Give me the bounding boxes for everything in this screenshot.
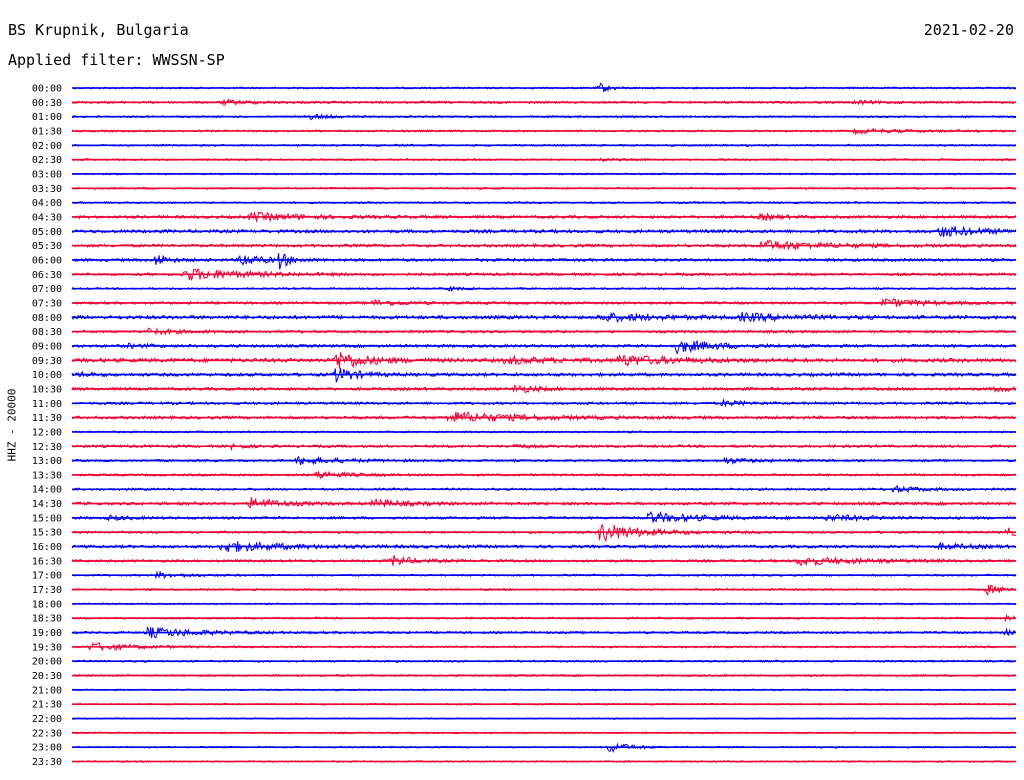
time-label: 16:30 <box>32 556 62 567</box>
time-label: 16:00 <box>32 542 62 553</box>
time-label: 20:00 <box>32 657 62 668</box>
time-label: 18:00 <box>32 599 62 610</box>
time-label: 21:00 <box>32 685 62 696</box>
time-label: 18:30 <box>32 614 62 625</box>
trace-line <box>71 211 1017 223</box>
time-label: 13:00 <box>32 456 62 467</box>
time-label: 00:30 <box>32 98 62 109</box>
time-label: 19:00 <box>32 628 62 639</box>
time-label: 01:00 <box>32 112 62 123</box>
time-label: 06:00 <box>32 255 62 266</box>
time-label: 03:30 <box>32 184 62 195</box>
time-label: 08:00 <box>32 313 62 324</box>
trace-line <box>71 411 1017 423</box>
time-label: 02:30 <box>32 155 62 166</box>
time-label: 22:00 <box>32 714 62 725</box>
time-label: 17:30 <box>32 585 62 596</box>
station-title: BS Krupnik, Bulgaria <box>8 21 189 39</box>
time-label: 05:30 <box>32 241 62 252</box>
time-label: 01:30 <box>32 126 62 137</box>
time-label: 14:00 <box>32 485 62 496</box>
time-label: 14:30 <box>32 499 62 510</box>
trace-line <box>71 497 1017 509</box>
trace-line <box>71 253 1017 270</box>
time-label: 20:30 <box>32 671 62 682</box>
time-label: 02:00 <box>32 141 62 152</box>
trace-line <box>71 339 1017 355</box>
time-label: 00:00 <box>32 84 62 95</box>
time-label: 21:30 <box>32 700 62 711</box>
time-label: 04:00 <box>32 198 62 209</box>
time-label: 06:30 <box>32 270 62 281</box>
time-label: 08:30 <box>32 327 62 338</box>
time-label: 07:00 <box>32 284 62 295</box>
time-label: 11:30 <box>32 413 62 424</box>
filter-label: Applied filter: WWSSN-SP <box>8 51 225 69</box>
trace-line <box>71 311 1017 324</box>
time-label: 15:30 <box>32 528 62 539</box>
time-label: 07:30 <box>32 298 62 309</box>
time-label: 22:30 <box>32 728 62 739</box>
time-label: 12:30 <box>32 442 62 453</box>
time-label: 09:00 <box>32 341 62 352</box>
time-label: 04:30 <box>32 212 62 223</box>
date-label: 2021-02-20 <box>923 21 1014 39</box>
time-label: 05:00 <box>32 227 62 238</box>
time-label: 23:30 <box>32 757 62 768</box>
time-label: 03:00 <box>32 169 62 180</box>
time-label: 12:00 <box>32 427 62 438</box>
time-label: 13:30 <box>32 470 62 481</box>
time-label: 10:30 <box>32 384 62 395</box>
time-label: 17:00 <box>32 571 62 582</box>
time-label: 19:30 <box>32 642 62 653</box>
time-label: 11:00 <box>32 399 62 410</box>
time-label: 10:00 <box>32 370 62 381</box>
time-label: 15:00 <box>32 513 62 524</box>
time-label: 23:00 <box>32 743 62 754</box>
time-label: 09:30 <box>32 356 62 367</box>
